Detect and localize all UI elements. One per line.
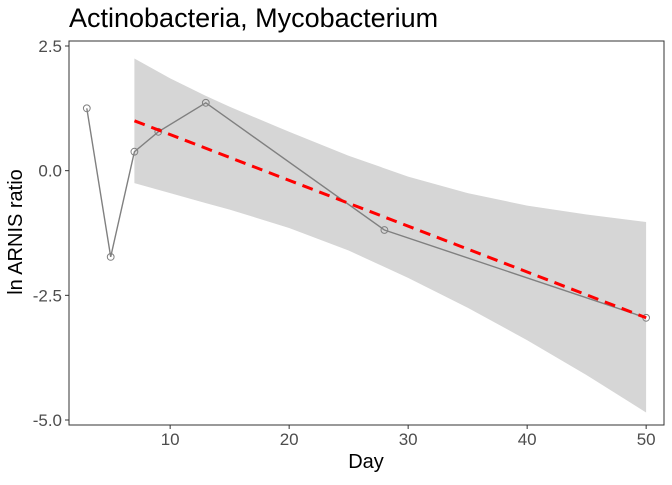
series-layer [82, 98, 650, 322]
data-point [82, 104, 91, 113]
chart-title: Actinobacteria, Mycobacterium [69, 3, 438, 33]
y-tick-label: 0.0 [38, 162, 62, 181]
y-tick-label: -5.0 [33, 411, 62, 430]
x-tick-label: 30 [399, 430, 418, 449]
trend-line-layer [133, 119, 647, 320]
y-tick-label: -2.5 [33, 286, 62, 305]
series-line [86, 101, 647, 319]
confidence-band [134, 58, 647, 413]
data-point [201, 98, 210, 107]
x-tick-label: 10 [161, 430, 180, 449]
trend-line [133, 119, 647, 320]
x-tick-label: 50 [637, 430, 656, 449]
data-point [106, 253, 115, 261]
confidence-band-layer [134, 58, 647, 413]
data-point [380, 226, 389, 234]
y-axis-title: ln ARNIS ratio [5, 169, 27, 295]
data-point [130, 147, 139, 156]
plot-border [68, 40, 665, 426]
x-axis-title: Day [348, 451, 384, 473]
x-tick-label: 40 [518, 430, 537, 449]
y-tick-label: 2.5 [38, 37, 62, 56]
axes-layer: 10 20 30 40 50 2.5 0.0 -2.5 -5.0 [33, 37, 656, 449]
x-tick-label: 20 [280, 430, 299, 449]
